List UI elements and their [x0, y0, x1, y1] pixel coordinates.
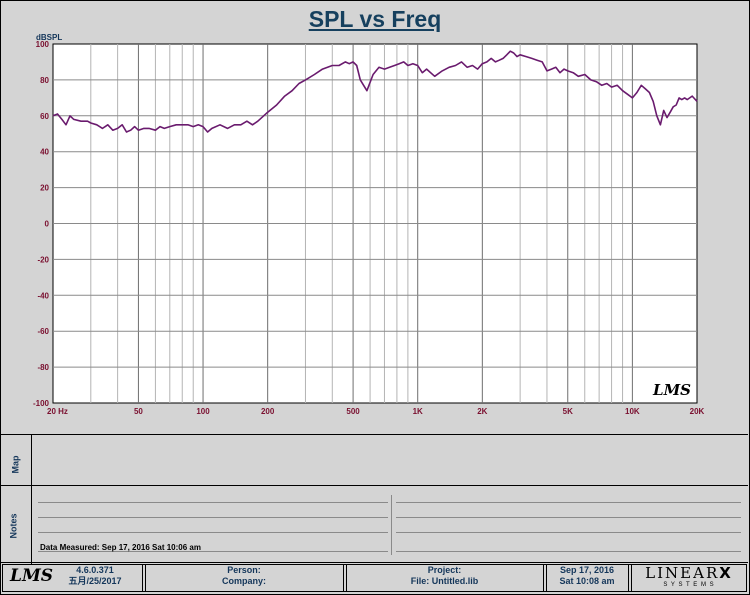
- date-info: Sep 17, 2016 Sat 10:08 am: [547, 565, 627, 591]
- y-tick-label: 0: [45, 220, 50, 229]
- y-axis-label: dBSPL: [36, 33, 62, 42]
- footer-divider-1b: [145, 564, 146, 592]
- person-company-info: Person: Company:: [146, 565, 342, 591]
- notes-column-divider: [391, 495, 392, 555]
- footer-divider-4: [628, 564, 629, 592]
- y-tick-label: 100: [36, 40, 50, 49]
- notes-divider: [0, 485, 748, 486]
- footer-divider-3: [543, 564, 544, 592]
- brand-name: LINEAR: [645, 564, 720, 582]
- y-tick-label: 40: [40, 148, 49, 157]
- footer-divider-4b: [631, 564, 632, 592]
- project-label: Project:: [427, 565, 462, 575]
- lms-footer-logo: LMS: [10, 566, 54, 586]
- x-tick-label: 1K: [413, 407, 423, 416]
- strip-divider: [31, 434, 32, 565]
- x-tick-label: 10K: [625, 407, 640, 416]
- x-tick-label: 5K: [563, 407, 573, 416]
- map-divider: [0, 434, 748, 435]
- version-number: 4.6.0.371: [76, 565, 114, 575]
- x-tick-label: 20K: [690, 407, 705, 416]
- footer-divider-1: [142, 564, 143, 592]
- y-tick-label: -20: [37, 255, 49, 264]
- footer-divider: [0, 562, 748, 563]
- note-line: [38, 532, 388, 533]
- brand-subtitle: S Y S T E M S: [663, 582, 715, 588]
- x-tick-label: 50: [134, 407, 143, 416]
- lms-watermark: LMS: [652, 381, 691, 399]
- note-line: [396, 551, 741, 552]
- note-line: [396, 517, 741, 518]
- footer-divider-2b: [346, 564, 347, 592]
- x-tick-label: 100: [196, 407, 210, 416]
- x-tick-label: 500: [346, 407, 360, 416]
- y-tick-label: -40: [37, 291, 49, 300]
- data-measured-text: Data Measured: Sep 17, 2016 Sat 10:06 am: [40, 543, 201, 552]
- y-tick-label: -80: [37, 363, 49, 372]
- x-tick-label: 20 Hz: [47, 407, 68, 416]
- note-line: [38, 502, 388, 503]
- y-tick-label: 80: [40, 76, 49, 85]
- page-title: SPL vs Freq: [308, 6, 442, 32]
- note-line: [396, 502, 741, 503]
- note-line: [38, 551, 388, 552]
- note-line: [396, 532, 741, 533]
- y-tick-label: 60: [40, 112, 49, 121]
- file-label: File: Untitled.lib: [410, 576, 479, 586]
- version-date: 五月/25/2017: [68, 576, 122, 586]
- brand-x: X: [719, 564, 733, 582]
- y-tick-label: -100: [33, 399, 50, 408]
- y-tick-label: -60: [37, 327, 49, 336]
- footer-time: Sat 10:08 am: [559, 576, 615, 586]
- version-info: 4.6.0.371 五月/25/2017: [50, 565, 140, 591]
- spl-series-line: [52, 50, 698, 133]
- footer-divider-2: [343, 564, 344, 592]
- company-label: Company:: [221, 576, 266, 586]
- linearx-logo: LINEARX S Y S T E M S: [633, 565, 745, 591]
- notes-label: Notes: [8, 513, 19, 539]
- person-label: Person:: [227, 565, 261, 575]
- y-tick-label: 20: [40, 184, 49, 193]
- note-line: [38, 517, 388, 518]
- map-label: Map: [10, 455, 21, 474]
- footer-box: [2, 564, 747, 592]
- x-tick-label: 2K: [477, 407, 487, 416]
- footer-date: Sep 17, 2016: [559, 565, 615, 575]
- x-tick-label: 200: [261, 407, 275, 416]
- footer-divider-3b: [546, 564, 547, 592]
- project-info: Project: File: Untitled.lib: [347, 565, 542, 591]
